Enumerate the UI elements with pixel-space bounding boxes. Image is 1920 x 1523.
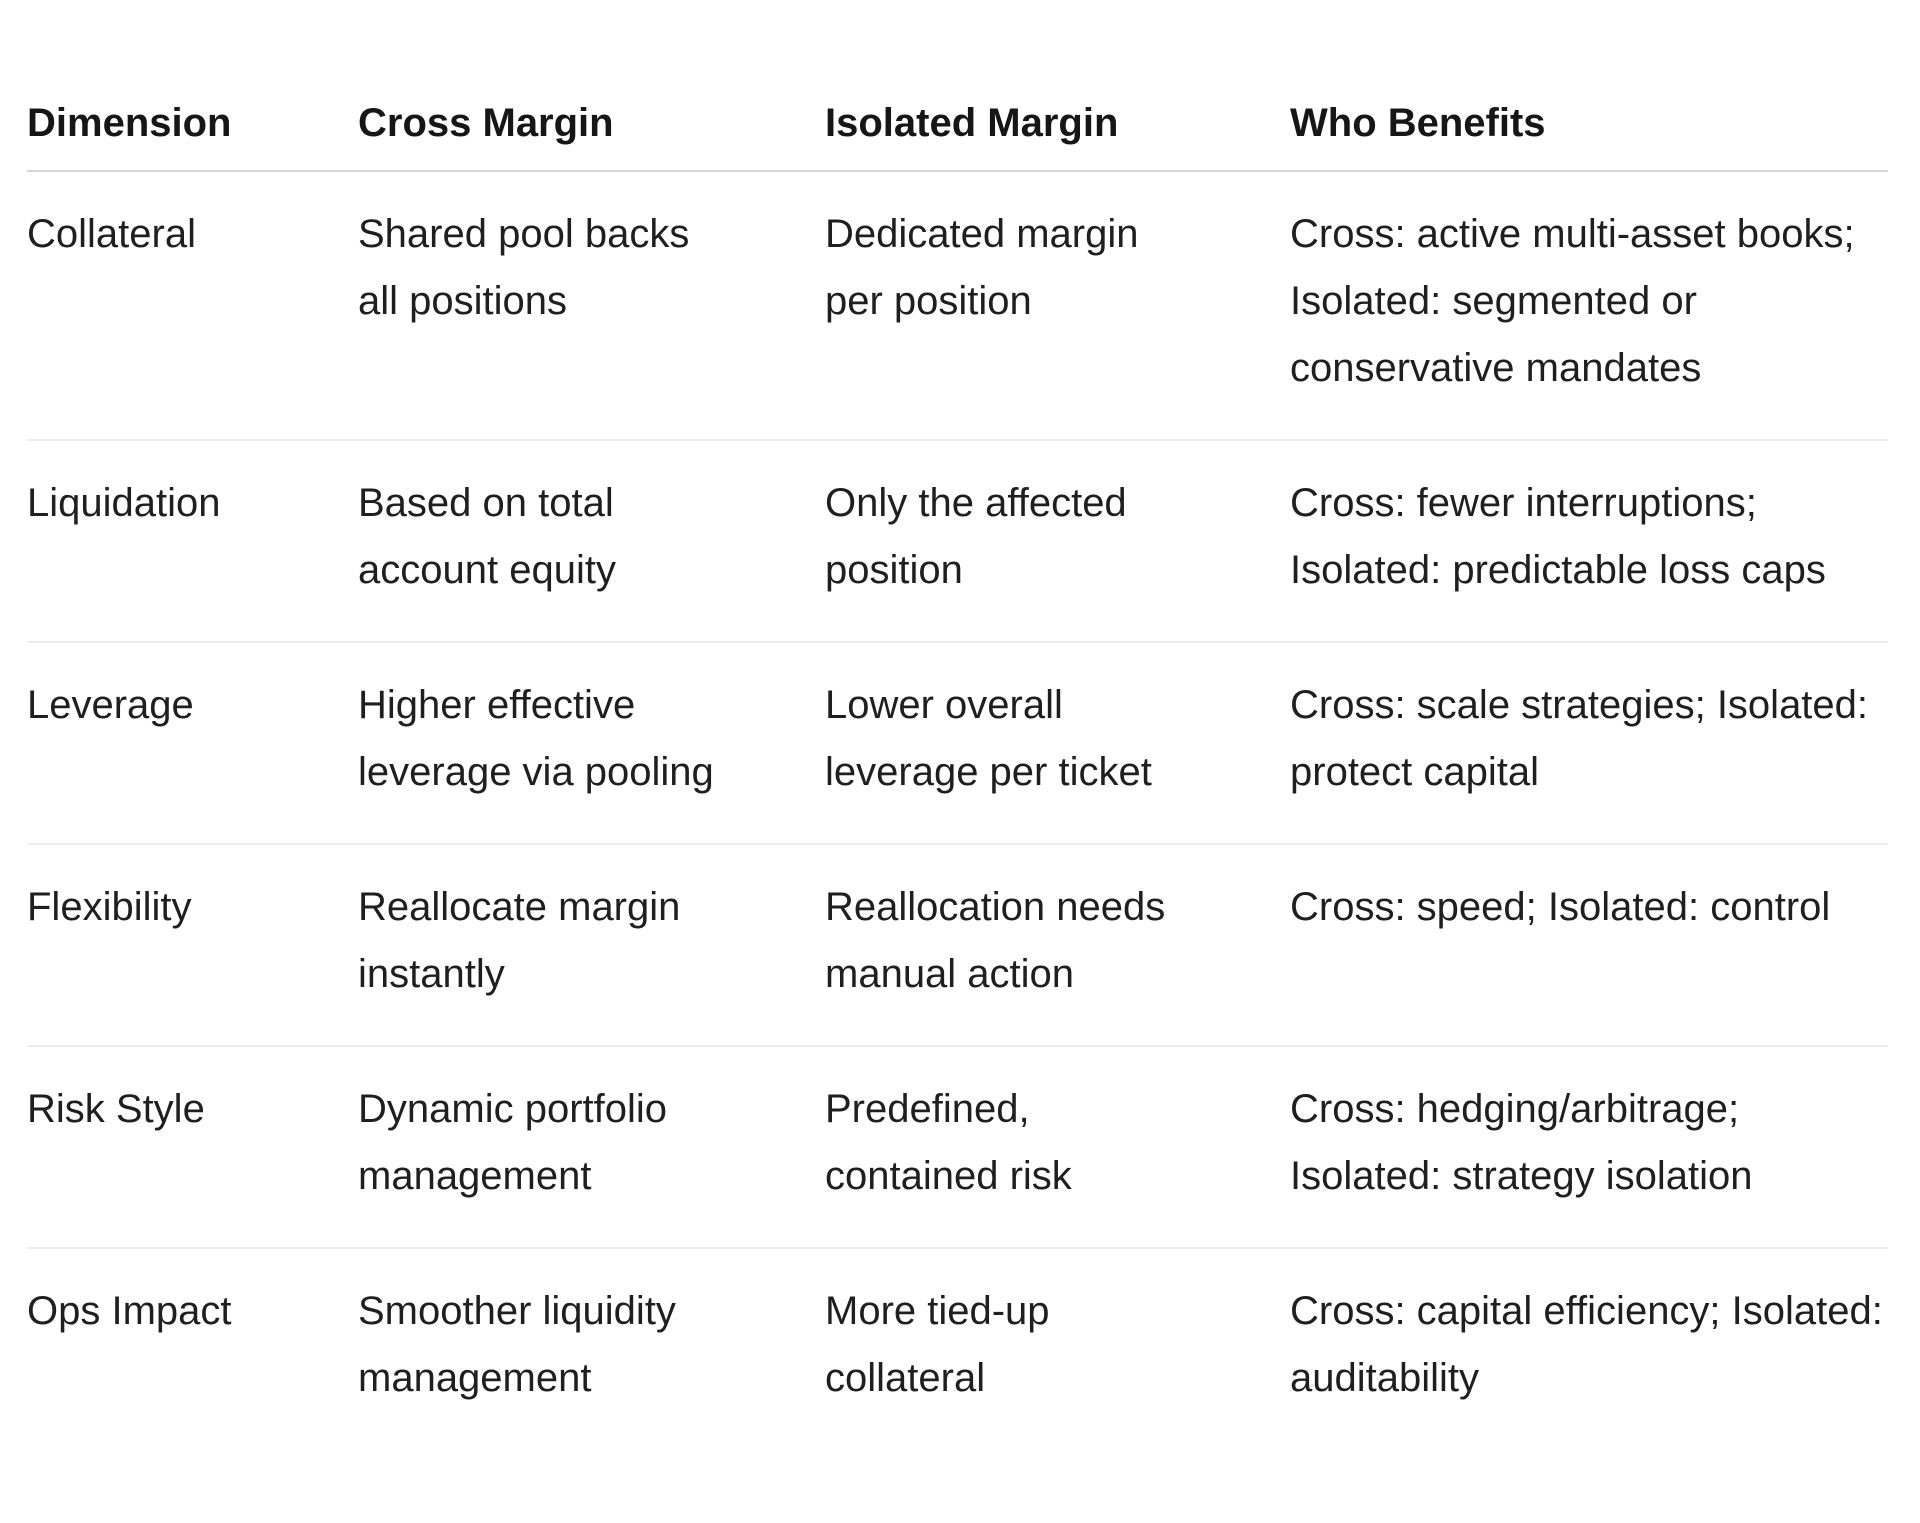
table-body: Collateral Shared pool backs all positio… <box>27 171 1888 1449</box>
table-row-flexibility: Flexibility Reallocate margin instantly … <box>27 844 1888 1047</box>
table-row-ops-impact: Ops Impact Smoother liquidity management… <box>27 1248 1888 1449</box>
cell-dimension: Ops Impact <box>27 1289 232 1333</box>
table-row-risk-style: Risk Style Dynamic portfolio management … <box>27 1046 1888 1249</box>
cell-dimension: Leverage <box>27 642 358 845</box>
header-cell-dimension: Dimension <box>27 0 358 172</box>
cell-dimension: Collateral <box>27 171 358 441</box>
cell-who-benefits: Cross: speed; Isolated: control <box>1290 844 1888 1047</box>
cell-cross-margin: Higher effective leverage via pooling <box>358 642 825 845</box>
cell-isolated-margin: Predefined, contained risk <box>825 1046 1290 1249</box>
cell-who-benefits: Cross: fewer interruptions; Isolated: pr… <box>1290 440 1888 643</box>
cell-who-benefits: Cross: hedging/arbitrage; Isolated: stra… <box>1290 1046 1888 1249</box>
cell-cross-margin: Based on total account equity <box>358 440 825 643</box>
table-row-liquidation: Liquidation Based on total account equit… <box>27 440 1888 643</box>
margin-comparison-table: Dimension Cross Margin Isolated Margin W… <box>27 0 1888 1449</box>
header-cell-isolated-margin: Isolated Margin <box>825 0 1290 172</box>
table-row-leverage: Leverage Higher effective leverage via p… <box>27 642 1888 845</box>
cell-cross-margin: Smoother liquidity management <box>358 1289 676 1400</box>
cell-who-benefits: Cross: active multi-asset books; Isolate… <box>1290 171 1888 441</box>
table-row-collateral: Collateral Shared pool backs all positio… <box>27 171 1888 441</box>
cell-isolated-margin: More tied-up collateral <box>825 1289 1050 1400</box>
table-header: Dimension Cross Margin Isolated Margin W… <box>27 0 1888 172</box>
cell-cross-margin: Reallocate margin instantly <box>358 844 825 1047</box>
cell-isolated-margin: Lower overall leverage per ticket <box>825 642 1290 845</box>
header-row: Dimension Cross Margin Isolated Margin W… <box>27 0 1888 172</box>
header-cell-cross-margin: Cross Margin <box>358 0 825 172</box>
cell-cross-margin: Shared pool backs all positions <box>358 171 825 441</box>
header-cell-who-benefits: Who Benefits <box>1290 0 1888 172</box>
cell-who-benefits: Cross: scale strategies; Isolated: prote… <box>1290 642 1888 845</box>
cell-isolated-margin: Only the affected position <box>825 440 1290 643</box>
cell-dimension: Liquidation <box>27 440 358 643</box>
cell-dimension: Risk Style <box>27 1046 358 1249</box>
cell-who-benefits: Cross: capital efficiency; Isolated: aud… <box>1290 1289 1883 1400</box>
cell-cross-margin: Dynamic portfolio management <box>358 1046 825 1249</box>
cell-isolated-margin: Dedicated margin per position <box>825 171 1290 441</box>
cell-isolated-margin: Reallocation needs manual action <box>825 844 1290 1047</box>
cell-dimension: Flexibility <box>27 844 358 1047</box>
